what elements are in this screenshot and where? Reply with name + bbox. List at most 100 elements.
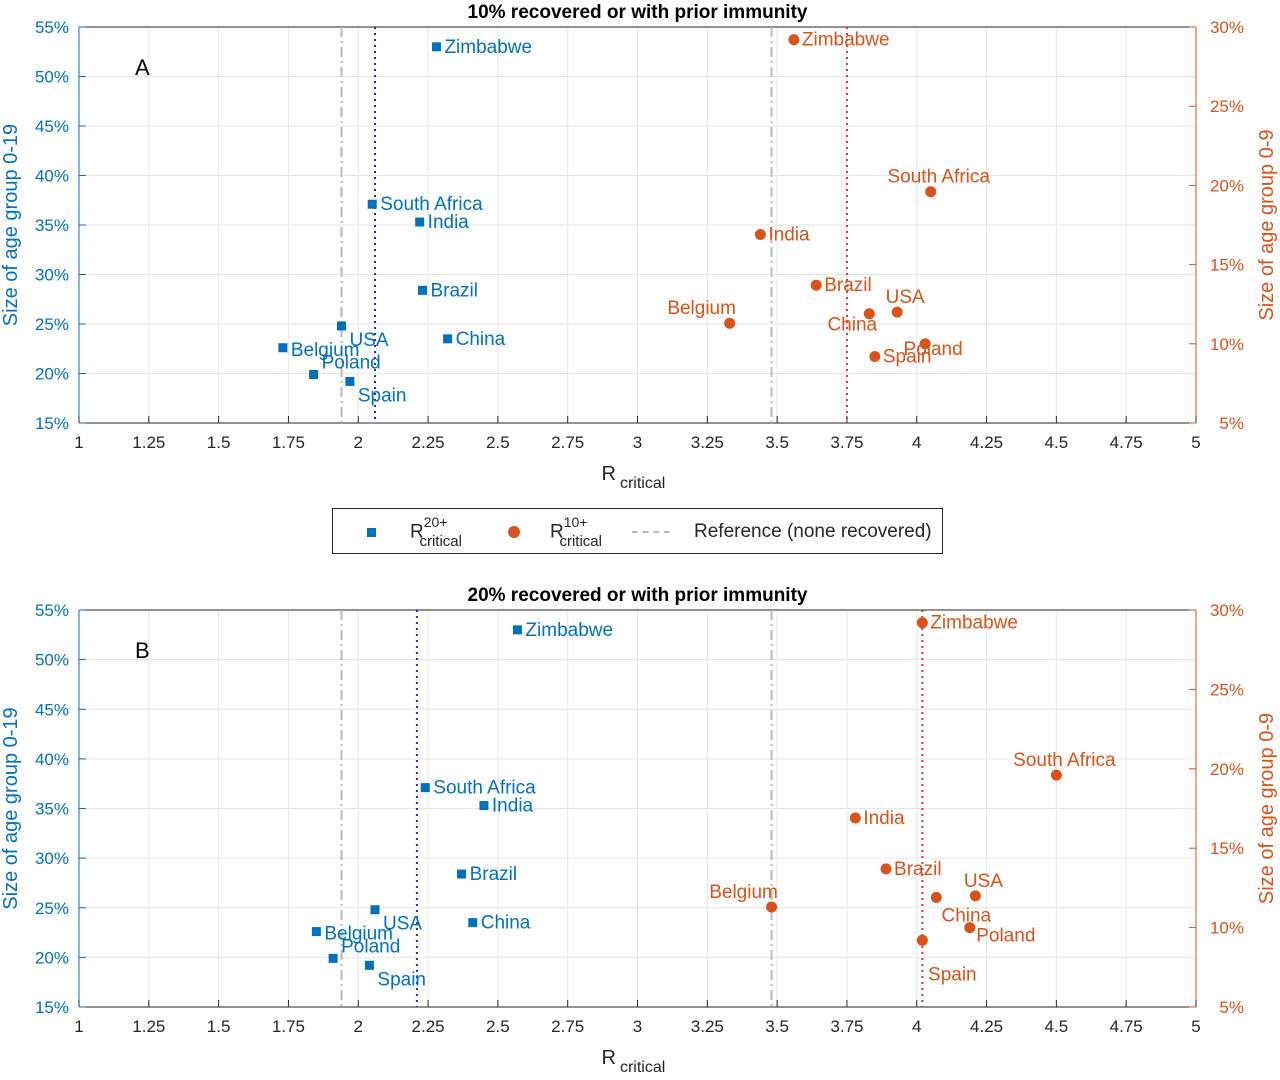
- chart-panel-a: 1 1.25 1.5 1.75 2 2.25 2.5 2.75 3 3.25 3.5 3.75 4 4.2…: [0, 2, 1278, 492]
- point-label-right: India: [863, 808, 905, 829]
- y-left-tick-label: 30%: [35, 849, 69, 868]
- point-label-left: India: [492, 796, 534, 817]
- legend-label-sub: critical: [419, 532, 462, 550]
- y-left-tick-label: 15%: [35, 414, 69, 433]
- point-label-right: Brazil: [894, 859, 942, 880]
- y-left-tick-label: 50%: [35, 651, 69, 670]
- chart-title: 10% recovered or with prior immunity: [468, 2, 808, 23]
- x-tick-label: 1.75: [272, 1017, 305, 1036]
- x-tick-label: 1.25: [132, 1017, 165, 1036]
- x-axis-label-sub: critical: [620, 475, 665, 492]
- legend-dashdot-line: [632, 531, 670, 533]
- point-left-belgium: [311, 927, 321, 937]
- point-left-zimbabwe: [431, 42, 441, 52]
- point-right-spain: [869, 350, 881, 362]
- x-tick-label: 5: [1191, 1017, 1200, 1036]
- point-right-usa: [969, 890, 981, 902]
- point-label-right: South Africa: [1013, 750, 1116, 771]
- panel-label: A: [135, 55, 150, 80]
- point-right-china: [863, 308, 875, 320]
- point-label-right: Brazil: [824, 275, 872, 296]
- y-right-tick-label: 30%: [1210, 18, 1244, 37]
- point-label-left: South Africa: [380, 194, 483, 215]
- y-right-tick-label: 10%: [1210, 335, 1244, 354]
- point-right-brazil: [880, 863, 892, 875]
- y-right-tick-label: 15%: [1210, 839, 1244, 858]
- x-tick-label: 3.5: [765, 433, 789, 452]
- legend-circle-marker: [508, 526, 520, 538]
- point-right-brazil: [810, 279, 822, 291]
- point-left-poland: [309, 369, 319, 379]
- point-left-usa: [336, 321, 346, 331]
- x-tick-label: 3.25: [691, 1017, 724, 1036]
- point-right-usa: [891, 306, 903, 318]
- y-left-tick-label: 45%: [35, 700, 69, 719]
- point-right-poland: [964, 922, 976, 934]
- panel-label: B: [135, 638, 150, 663]
- y-right-tick-label: 20%: [1210, 760, 1244, 779]
- x-tick-label: 4: [912, 433, 921, 452]
- point-label-right: China: [941, 905, 991, 926]
- point-label-right: South Africa: [887, 167, 990, 188]
- x-axis-label-sub: critical: [620, 1059, 665, 1075]
- x-tick-label: 5: [1191, 433, 1200, 452]
- y-right-tick-label: 5%: [1219, 998, 1244, 1017]
- legend-label-sub: critical: [559, 532, 602, 550]
- point-right-poland: [919, 338, 931, 350]
- point-right-zimbabwe: [916, 617, 928, 629]
- x-tick-label: 2.75: [551, 1017, 584, 1036]
- x-tick-label: 2.5: [486, 1017, 510, 1036]
- point-label-right: Poland: [976, 926, 1035, 947]
- y-axis-left-label: Size of age group 0-19: [0, 124, 22, 326]
- y-left-tick-label: 25%: [35, 315, 69, 334]
- y-left-tick-label: 25%: [35, 899, 69, 918]
- legend-item-left-series: R20+critical: [367, 509, 462, 555]
- x-tick-label: 2.75: [551, 433, 584, 452]
- point-left-spain: [345, 376, 355, 386]
- x-tick-label: 1.5: [207, 433, 231, 452]
- point-label-left: Spain: [358, 385, 407, 406]
- y-left-tick-label: 35%: [35, 216, 69, 235]
- point-label-right: Belgium: [667, 298, 736, 319]
- point-left-south-africa: [367, 199, 377, 209]
- y-left-tick-label: 30%: [35, 266, 69, 285]
- y-right-tick-label: 10%: [1210, 919, 1244, 938]
- x-tick-label: 2: [354, 433, 363, 452]
- x-tick-label: 4.25: [970, 433, 1003, 452]
- y-right-tick-label: 25%: [1210, 680, 1244, 699]
- point-right-zimbabwe: [788, 34, 800, 46]
- point-label-right: Belgium: [709, 882, 778, 903]
- legend-item-right-series: R10+critical: [508, 509, 602, 555]
- point-right-china: [930, 891, 942, 903]
- x-tick-label: 2: [354, 1017, 363, 1036]
- point-label-left: China: [456, 329, 506, 350]
- x-tick-label: 3: [633, 1017, 642, 1036]
- y-left-tick-label: 55%: [35, 18, 69, 37]
- point-label-left: USA: [349, 330, 388, 351]
- point-left-china: [443, 334, 453, 344]
- x-tick-label: 4.5: [1045, 1017, 1069, 1036]
- x-tick-label: 3.25: [691, 433, 724, 452]
- x-tick-label: 4.75: [1110, 1017, 1143, 1036]
- point-label-right: Spain: [883, 346, 932, 367]
- point-left-india: [415, 217, 425, 227]
- x-tick-label: 1.25: [132, 433, 165, 452]
- x-tick-label: 1.5: [207, 1017, 231, 1036]
- point-label-right: Zimbabwe: [802, 30, 890, 51]
- x-tick-label: 2.25: [412, 433, 445, 452]
- y-right-tick-label: 5%: [1219, 414, 1244, 433]
- point-label-right: Zimbabwe: [930, 613, 1018, 634]
- legend-label-main: R: [410, 521, 424, 543]
- x-tick-label: 4.25: [970, 1017, 1003, 1036]
- point-label-left: Belgium: [324, 924, 393, 945]
- point-left-brazil: [417, 285, 427, 295]
- x-tick-label: 4.5: [1045, 433, 1069, 452]
- point-label-left: South Africa: [433, 778, 536, 799]
- point-label-left: USA: [383, 914, 422, 935]
- y-left-tick-label: 20%: [35, 365, 69, 384]
- point-right-south-africa: [925, 186, 937, 198]
- point-right-belgium: [724, 317, 736, 329]
